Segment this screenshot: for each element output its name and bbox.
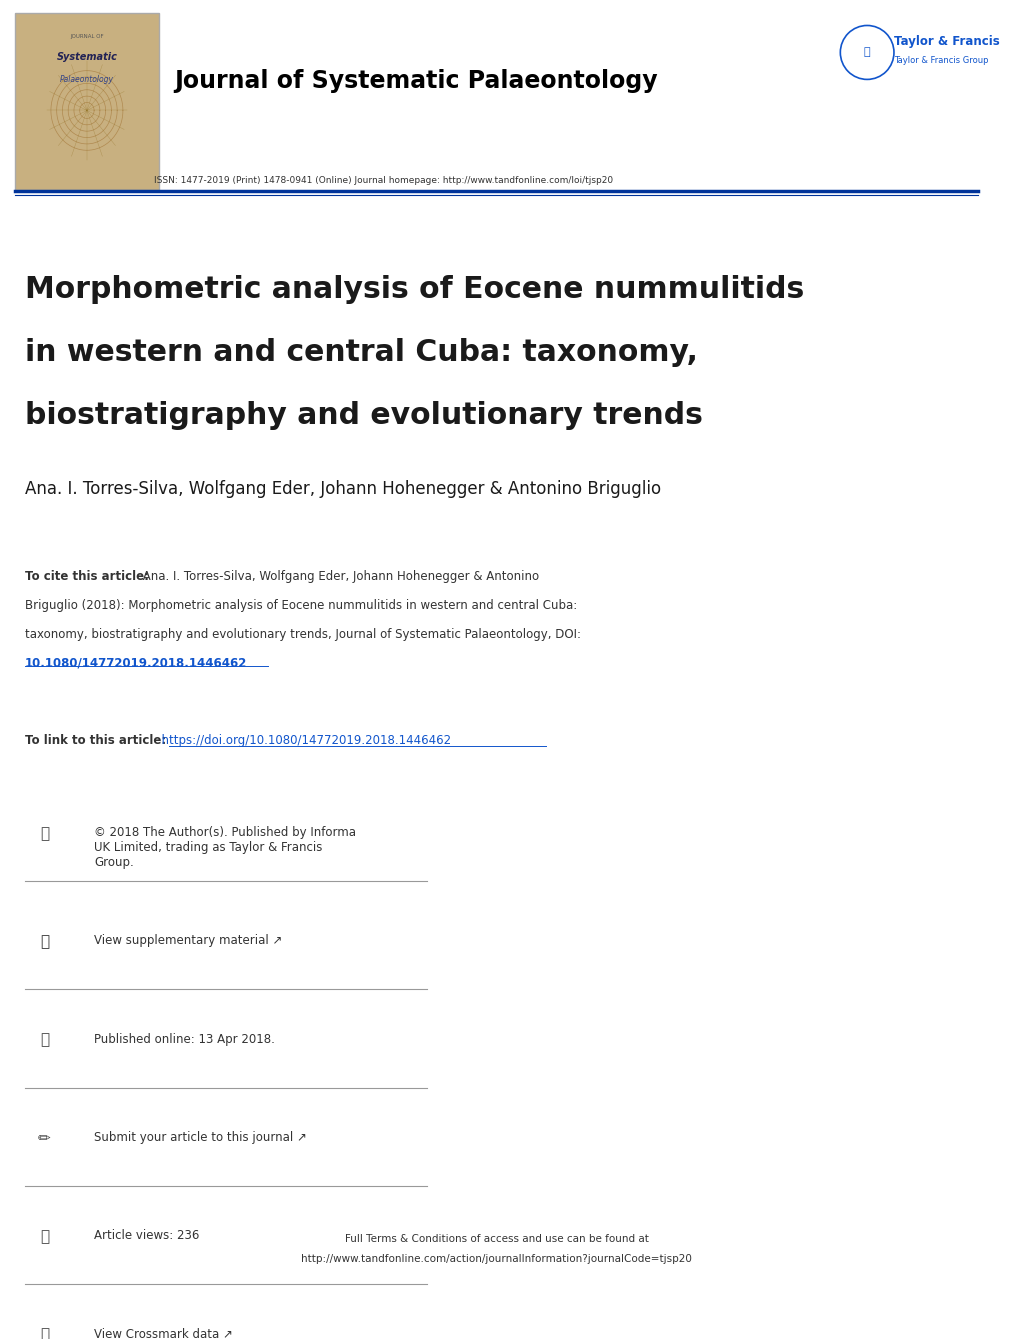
Text: ISSN: 1477-2019 (Print) 1478-0941 (Online) Journal homepage: http://www.tandfonl: ISSN: 1477-2019 (Print) 1478-0941 (Onlin… — [154, 177, 612, 185]
Text: Full Terms & Conditions of access and use can be found at: Full Terms & Conditions of access and us… — [344, 1235, 648, 1244]
Text: To link to this article:: To link to this article: — [24, 734, 166, 747]
Text: Ana. I. Torres-Silva, Wolfgang Eder, Johann Hohenegger & Antonino Briguglio: Ana. I. Torres-Silva, Wolfgang Eder, Joh… — [24, 479, 660, 498]
Text: biostratigraphy and evolutionary trends: biostratigraphy and evolutionary trends — [24, 402, 702, 430]
Text: Palaeontology: Palaeontology — [60, 75, 114, 84]
Text: 🔓: 🔓 — [40, 826, 49, 841]
Text: 🔴: 🔴 — [40, 1327, 49, 1339]
Text: http://www.tandfonline.com/action/journalInformation?journalCode=tjsp20: http://www.tandfonline.com/action/journa… — [301, 1253, 692, 1264]
Text: taxonomy, biostratigraphy and evolutionary trends, Journal of Systematic Palaeon: taxonomy, biostratigraphy and evolutiona… — [24, 628, 580, 641]
Text: 📅: 📅 — [40, 1032, 49, 1047]
Text: Submit your article to this journal ↗: Submit your article to this journal ↗ — [95, 1131, 307, 1144]
Text: JOURNAL OF: JOURNAL OF — [70, 35, 104, 39]
Text: To cite this article:: To cite this article: — [24, 570, 149, 584]
Text: Taylor & Francis: Taylor & Francis — [893, 35, 999, 48]
Text: 📊: 📊 — [40, 1229, 49, 1244]
Text: in western and central Cuba: taxonomy,: in western and central Cuba: taxonomy, — [24, 339, 697, 367]
Text: 10.1080/14772019.2018.1446462: 10.1080/14772019.2018.1446462 — [24, 657, 247, 670]
Text: Ana. I. Torres-Silva, Wolfgang Eder, Johann Hohenegger & Antonino: Ana. I. Torres-Silva, Wolfgang Eder, Joh… — [139, 570, 539, 584]
Text: 🌐: 🌐 — [863, 47, 869, 58]
Text: Taylor & Francis Group: Taylor & Francis Group — [893, 56, 987, 64]
Text: ✏️: ✏️ — [39, 1131, 51, 1146]
Text: View supplementary material ↗: View supplementary material ↗ — [95, 935, 282, 947]
Text: Article views: 236: Article views: 236 — [95, 1229, 200, 1243]
Text: Published online: 13 Apr 2018.: Published online: 13 Apr 2018. — [95, 1032, 275, 1046]
Text: Briguglio (2018): Morphometric analysis of Eocene nummulitids in western and cen: Briguglio (2018): Morphometric analysis … — [24, 599, 577, 612]
Text: https://doi.org/10.1080/14772019.2018.1446462: https://doi.org/10.1080/14772019.2018.14… — [154, 734, 450, 747]
Text: ➕: ➕ — [40, 935, 49, 949]
FancyBboxPatch shape — [15, 13, 159, 190]
Text: Systematic: Systematic — [56, 52, 117, 62]
Text: View Crossmark data ↗: View Crossmark data ↗ — [95, 1327, 233, 1339]
Text: Journal of Systematic Palaeontology: Journal of Systematic Palaeontology — [173, 70, 657, 94]
Text: Morphometric analysis of Eocene nummulitids: Morphometric analysis of Eocene nummulit… — [24, 276, 803, 304]
Text: © 2018 The Author(s). Published by Informa
UK Limited, trading as Taylor & Franc: © 2018 The Author(s). Published by Infor… — [95, 826, 356, 869]
